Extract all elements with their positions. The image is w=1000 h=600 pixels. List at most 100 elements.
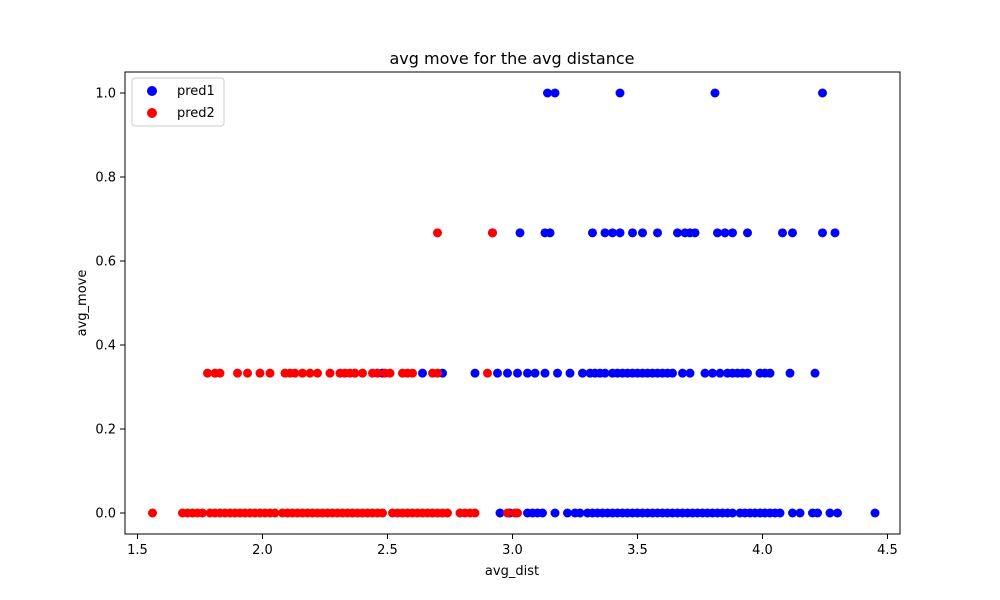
data-point [313,368,322,378]
data-point [743,368,752,378]
data-point [543,88,552,98]
data-point [818,228,827,238]
plot-area [124,71,901,535]
legend-marker-pred1 [147,86,157,96]
data-point [350,368,360,378]
data-point [233,368,242,378]
data-point [615,228,625,238]
data-point [765,368,775,378]
data-point [373,368,382,378]
data-point [825,508,835,518]
data-point [713,228,722,238]
data-point [608,228,617,238]
plot-background [125,72,900,534]
data-point [243,368,252,378]
data-point [255,368,265,378]
x-tick-label: 4.5 [877,543,898,558]
x-tick-label: 1.5 [127,543,148,558]
x-tick-label: 4.0 [752,543,773,558]
data-point [503,508,512,518]
data-point [203,368,212,378]
data-point [148,508,157,518]
data-point [870,508,880,518]
legend-label-pred2: pred2 [177,106,215,121]
data-point [483,368,492,378]
data-point [600,368,610,378]
legend-label-pred1: pred1 [177,84,215,99]
data-point [545,228,555,238]
series-pred2 [148,228,522,518]
data-point [775,508,785,518]
data-point [810,368,820,378]
x-tick-label: 3.5 [627,543,648,558]
y-tick-label: 0.6 [95,255,116,270]
data-point [818,88,827,98]
data-point [298,368,307,378]
points-layer [148,88,880,518]
data-point [513,508,522,518]
data-point [778,228,787,238]
y-axis-ticks: 0.0 0.2 0.4 0.6 0.8 1.0 [95,87,125,522]
data-point [788,228,797,238]
y-tick-label: 0.8 [95,171,116,186]
y-tick-label: 0.4 [95,339,116,354]
data-point [710,88,720,98]
data-point [550,508,560,518]
data-point [685,368,695,378]
data-point [215,368,225,378]
y-tick-label: 0.2 [95,423,116,438]
data-point [198,508,207,518]
data-point [728,228,737,238]
legend: pred1 pred2 [131,77,225,127]
data-point [540,368,550,378]
data-point [673,228,682,238]
data-point [488,228,497,238]
data-point [270,508,280,518]
data-point [538,508,547,518]
data-point [830,228,840,238]
data-point [653,228,662,238]
data-point [470,368,480,378]
data-point [628,228,637,238]
data-point [265,368,275,378]
data-point [615,88,625,98]
data-point [470,508,480,518]
x-tick-label: 2.0 [252,543,273,558]
data-point [600,228,610,238]
data-point [563,508,572,518]
data-point [553,368,562,378]
data-point [290,368,300,378]
data-point [493,368,502,378]
data-point [728,508,737,518]
y-tick-label: 0.0 [95,507,116,522]
data-point [503,368,512,378]
data-point [513,368,522,378]
data-point [515,228,525,238]
data-point [743,228,752,238]
legend-marker-pred2 [147,108,157,118]
x-tick-label: 3.0 [502,543,523,558]
data-point [575,508,585,518]
y-tick-label: 1.0 [95,87,116,102]
data-point [788,508,797,518]
data-point [385,368,395,378]
data-point [418,368,427,378]
data-point [565,368,575,378]
data-point [433,368,442,378]
y-axis-label: avg_move [75,270,90,337]
data-point [708,368,717,378]
data-point [678,368,687,378]
data-point [305,368,315,378]
data-point [433,228,442,238]
data-point [530,368,540,378]
data-point [378,508,387,518]
x-axis-ticks: 1.5 2.0 2.5 3.0 3.5 4.0 4.5 [127,534,898,558]
chart-title: avg move for the avg distance [389,49,634,68]
data-point [588,228,597,238]
data-point [550,88,560,98]
data-point [443,508,452,518]
data-point [668,368,677,378]
x-tick-label: 2.5 [377,543,398,558]
data-point [813,508,822,518]
